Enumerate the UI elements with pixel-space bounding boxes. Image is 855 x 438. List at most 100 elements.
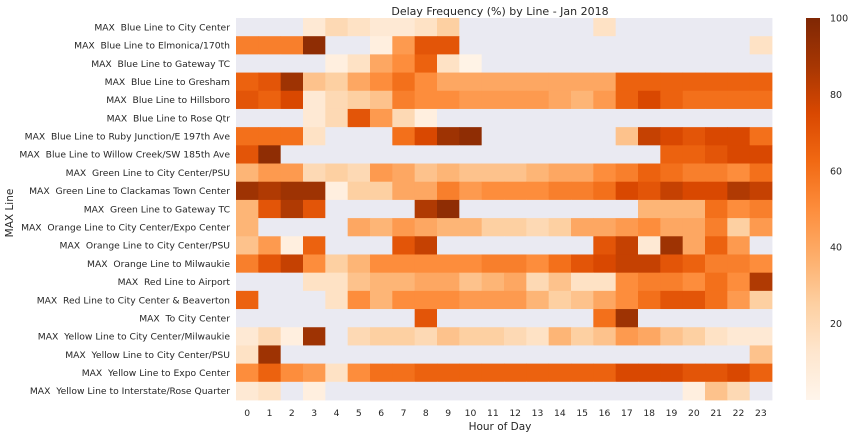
heatmap-cell xyxy=(325,54,349,73)
heatmap-cell xyxy=(459,272,483,292)
heatmap-cell xyxy=(437,272,460,292)
heatmap-cell xyxy=(638,163,661,183)
heatmap-cell xyxy=(437,127,460,146)
heatmap-cell xyxy=(236,72,259,92)
heatmap-cell xyxy=(280,218,304,237)
heatmap-cell xyxy=(504,145,527,164)
heatmap-cell xyxy=(615,236,639,255)
heatmap-cell xyxy=(280,18,304,37)
heatmap-cell xyxy=(236,381,259,401)
heatmap-cell xyxy=(392,18,416,37)
heatmap-cell xyxy=(280,108,304,128)
y-tick-label: MAX Orange Line to Milwaukie xyxy=(87,259,230,270)
heatmap-cell xyxy=(593,108,617,128)
heatmap-cell xyxy=(749,272,773,292)
heatmap-cell xyxy=(325,163,349,183)
y-tick-label: MAX Blue Line to Ruby Junction/E 197th A… xyxy=(25,132,231,143)
heatmap-cell xyxy=(526,236,550,255)
heatmap-cell xyxy=(727,145,751,164)
heatmap-cell xyxy=(682,127,706,146)
heatmap-cell xyxy=(593,218,617,237)
heatmap-cell xyxy=(504,381,527,401)
heatmap-cell xyxy=(459,327,483,346)
heatmap-cell xyxy=(303,163,326,183)
heatmap-cell xyxy=(280,181,304,201)
heatmap-cell xyxy=(593,36,617,55)
heatmap-cell xyxy=(504,18,527,37)
heatmap-cell xyxy=(638,363,661,383)
x-tick-label: 3 xyxy=(311,408,317,419)
heatmap-cell xyxy=(660,36,684,55)
heatmap-cell xyxy=(280,290,304,310)
y-tick-label: MAX Red Line to Airport xyxy=(118,277,231,288)
heatmap-cell xyxy=(660,199,684,219)
heatmap-cell xyxy=(258,236,282,255)
heatmap-cell xyxy=(236,163,259,183)
heatmap-cell xyxy=(437,381,460,401)
heatmap-cell xyxy=(258,181,282,201)
y-tick-label: MAX Green Line to Clackamas Town Center xyxy=(29,186,230,197)
heatmap-cell xyxy=(303,72,326,92)
heatmap-cell xyxy=(437,290,460,310)
heatmap-cell xyxy=(414,199,438,219)
heatmap-cell xyxy=(593,327,617,346)
heatmap-cell xyxy=(526,90,550,110)
heatmap-cell xyxy=(705,54,728,73)
heatmap-cell xyxy=(749,327,773,346)
heatmap-cell xyxy=(392,72,416,92)
heatmap-cell xyxy=(571,127,594,146)
heatmap-cell xyxy=(347,18,371,37)
heatmap-cell xyxy=(638,309,661,328)
heatmap-cell xyxy=(571,381,594,401)
heatmap-cell xyxy=(414,236,438,255)
heatmap-cell xyxy=(749,236,773,255)
heatmap-cell xyxy=(258,381,282,401)
heatmap-cell xyxy=(749,254,773,274)
heatmap-cell xyxy=(280,199,304,219)
heatmap-cell xyxy=(481,163,505,183)
x-tick-labels: 0 1 2 3 4 5 6 7 8 9 10 11 12 13 14 15 16 17 18 19 20 21 22 23 xyxy=(244,408,767,419)
heatmap-cell xyxy=(325,381,349,401)
heatmap-cell xyxy=(593,272,617,292)
heatmap-cell xyxy=(437,236,460,255)
y-tick-label: MAX Yellow Line to Expo Center xyxy=(82,368,231,379)
heatmap-cell xyxy=(526,381,550,401)
heatmap-cell xyxy=(481,363,505,383)
heatmap-cell xyxy=(615,272,639,292)
heatmap-cell xyxy=(705,236,728,255)
heatmap-cell xyxy=(414,218,438,237)
colorbar-tick-label: 60 xyxy=(830,166,842,177)
heatmap-cell xyxy=(437,254,460,274)
heatmap-cell xyxy=(325,254,349,274)
heatmap-cell xyxy=(705,145,728,164)
heatmap-cell xyxy=(705,218,728,237)
heatmap-cell xyxy=(325,181,349,201)
heatmap-cell xyxy=(615,72,639,92)
heatmap-cell xyxy=(705,345,728,365)
heatmap-cell xyxy=(347,309,371,328)
x-tick-label: 17 xyxy=(621,408,633,419)
heatmap-cell xyxy=(526,18,550,37)
heatmap-cell xyxy=(303,381,326,401)
heatmap-cell xyxy=(571,145,594,164)
heatmap-cell xyxy=(682,272,706,292)
heatmap-cell xyxy=(370,218,393,237)
heatmap-cell xyxy=(593,72,617,92)
heatmap-cell xyxy=(638,72,661,92)
heatmap-cell xyxy=(615,163,639,183)
heatmap-cell xyxy=(258,327,282,346)
heatmap-cell xyxy=(727,236,751,255)
heatmap-cell xyxy=(638,18,661,37)
heatmap-cell xyxy=(258,18,282,37)
y-tick-label: MAX Yellow Line to City Center/PSU xyxy=(65,350,230,361)
heatmap-cell xyxy=(638,345,661,365)
heatmap-cell xyxy=(660,72,684,92)
heatmap-cell xyxy=(325,290,349,310)
heatmap-cell xyxy=(236,145,259,164)
x-axis-label: Hour of Day xyxy=(469,421,532,433)
heatmap-cell xyxy=(593,199,617,219)
heatmap-cell xyxy=(325,199,349,219)
heatmap-cell xyxy=(593,363,617,383)
heatmap-cell xyxy=(392,381,416,401)
heatmap-cell xyxy=(571,218,594,237)
